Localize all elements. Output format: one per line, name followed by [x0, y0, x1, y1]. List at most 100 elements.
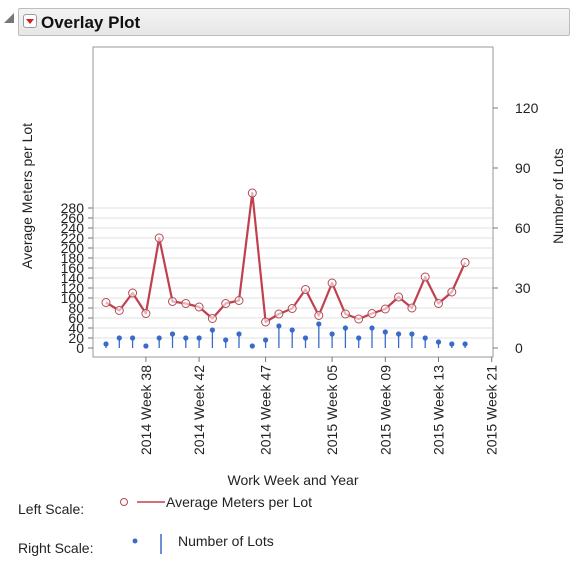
- right-tick-label: 30: [515, 280, 531, 296]
- lots-point: [289, 327, 295, 333]
- meters-point: [314, 311, 324, 320]
- meters-point: [234, 296, 244, 305]
- lots-point: [196, 335, 202, 341]
- meters-point: [354, 314, 364, 324]
- lots-point: [116, 335, 122, 341]
- meters-point: [287, 304, 297, 313]
- left-axis-title: Average Meters per Lot: [19, 123, 35, 269]
- lots-point: [302, 335, 309, 341]
- meters-point: [141, 309, 151, 318]
- x-tick-label: 2015 Week 05: [324, 365, 340, 455]
- x-tick-label: 2014 Week 47: [258, 365, 274, 455]
- lots-point: [223, 337, 229, 343]
- left-series-legend-label: Average Meters per Lot: [166, 494, 313, 510]
- right-tick-label: 0: [515, 340, 523, 356]
- left-tick-label: 180: [61, 250, 85, 266]
- lots-point: [449, 341, 455, 347]
- left-tick-label: 0: [76, 340, 84, 356]
- lots-point: [143, 343, 149, 349]
- left-tick-label: 80: [68, 300, 84, 316]
- x-tick-label: 2015 Week 13: [431, 365, 447, 455]
- left-tick-label: 260: [61, 210, 85, 226]
- lots-point: [249, 343, 255, 349]
- right-scale-label: Right Scale:: [18, 540, 94, 556]
- right-scale-legend-swatch: [132, 534, 162, 554]
- left-tick-label: 120: [61, 280, 85, 296]
- right-tick-label: 90: [515, 160, 531, 176]
- lots-point: [342, 325, 348, 331]
- meters-point: [447, 287, 457, 297]
- red-triangle-menu-icon[interactable]: [23, 14, 37, 28]
- lots-point: [435, 339, 442, 345]
- left-tick-label: 140: [61, 270, 85, 286]
- meters-point: [194, 302, 204, 312]
- meters-point: [274, 309, 284, 319]
- overlay-plot-header: Overlay Plot: [18, 8, 570, 36]
- meters-point: [114, 306, 124, 315]
- meters-point: [340, 309, 350, 319]
- left-tick-label: 160: [61, 260, 85, 276]
- lots-point: [356, 335, 362, 341]
- left-tick-label: 200: [61, 240, 85, 256]
- lots-point: [103, 341, 109, 347]
- right-axis-title: Number of Lots: [550, 148, 566, 244]
- right-tick-label: 120: [515, 100, 539, 116]
- left-tick-label: 100: [61, 290, 85, 306]
- lots-point: [169, 331, 176, 337]
- meters-point: [154, 233, 164, 243]
- dot-marker-icon: [132, 538, 138, 544]
- lots-point: [156, 335, 162, 341]
- plot-frame: [92, 46, 494, 358]
- left-tick-label: 60: [68, 310, 84, 326]
- meters-point: [407, 303, 417, 313]
- lots-point: [462, 341, 468, 347]
- meters-point: [394, 292, 404, 302]
- lots-point: [263, 337, 269, 343]
- meters-point: [181, 299, 191, 308]
- left-scale-label: Left Scale:: [18, 501, 85, 517]
- left-tick-label: 220: [61, 230, 85, 246]
- number-of-lots-series: [103, 321, 468, 349]
- meters-point: [367, 309, 377, 318]
- meters-point: [301, 285, 310, 294]
- meters-point: [168, 297, 177, 306]
- x-tick-label: 2015 Week 09: [377, 365, 393, 455]
- meters-point: [420, 272, 430, 282]
- lots-point: [409, 331, 415, 337]
- meters-point: [327, 278, 337, 288]
- x-axis: 2014 Week 38 2014 Week 42 2014 Week 47 2015…: [138, 357, 500, 455]
- lots-point: [316, 321, 322, 327]
- x-tick-label: 2015 Week 21: [484, 365, 500, 455]
- collapse-triangle-icon[interactable]: [4, 13, 14, 23]
- left-tick-label: 240: [61, 220, 85, 236]
- lots-point: [369, 325, 375, 331]
- left-tick-label: 280: [61, 200, 85, 216]
- lots-point: [276, 323, 282, 329]
- x-tick-label: 2014 Week 42: [191, 365, 207, 455]
- right-tick-label: 60: [515, 220, 531, 236]
- overlay-chart: 020406080100120140160180200220240260280 …: [19, 46, 566, 488]
- right-y-axis: 0 30 60 90 120: [493, 100, 539, 356]
- x-tick-label: 2014 Week 38: [138, 365, 154, 455]
- meters-point: [434, 299, 443, 308]
- lots-point: [236, 331, 242, 337]
- meters-point: [247, 188, 257, 198]
- meters-point: [128, 288, 138, 298]
- meters-point: [101, 298, 111, 307]
- lots-point: [396, 331, 402, 337]
- meters-line: [105, 191, 467, 324]
- lots-point: [422, 335, 428, 341]
- lots-point: [329, 331, 335, 337]
- average-meters-series: [101, 188, 470, 327]
- lots-point: [183, 335, 189, 341]
- circle-marker-icon: [120, 498, 128, 506]
- meters-point: [460, 258, 470, 267]
- lots-point: [130, 335, 136, 341]
- meters-point: [207, 314, 217, 323]
- left-tick-label: 20: [68, 330, 84, 346]
- left-scale-legend-swatch: [120, 498, 165, 506]
- meters-point: [380, 304, 390, 314]
- meters-point: [261, 317, 271, 327]
- left-tick-label: 40: [68, 320, 84, 336]
